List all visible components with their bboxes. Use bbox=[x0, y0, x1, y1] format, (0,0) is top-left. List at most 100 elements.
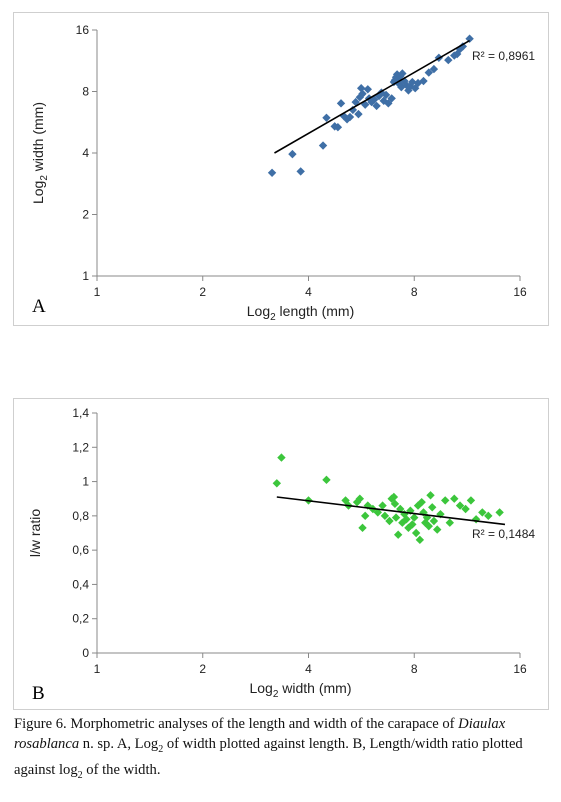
data-point bbox=[318, 141, 328, 150]
data-point bbox=[387, 94, 396, 103]
data-point bbox=[471, 515, 481, 524]
figure-caption: Figure 6. Morphometric analyses of the l… bbox=[14, 716, 523, 781]
y-axis-label-suffix: width (mm) bbox=[30, 102, 46, 175]
data-point bbox=[419, 76, 428, 86]
y-tick-label: 1 bbox=[82, 475, 89, 489]
data-point bbox=[385, 516, 394, 526]
data-point bbox=[465, 34, 474, 43]
data-point bbox=[452, 49, 462, 59]
y-tick-label: 4 bbox=[82, 146, 89, 160]
y-tick-label: 8 bbox=[82, 85, 89, 99]
data-point bbox=[433, 525, 442, 534]
x-tick-label: 16 bbox=[513, 662, 527, 676]
x-axis-label-prefix: Log bbox=[247, 303, 270, 319]
data-point bbox=[444, 55, 453, 65]
trendline bbox=[276, 496, 506, 526]
data-point bbox=[415, 535, 425, 545]
data-point bbox=[354, 109, 363, 119]
data-point bbox=[390, 499, 400, 509]
data-point bbox=[406, 506, 415, 515]
data-point bbox=[345, 112, 355, 122]
y-axis-label-sub: 2 bbox=[39, 175, 50, 181]
x-tick-label: 4 bbox=[305, 285, 312, 299]
x-tick-label: 16 bbox=[513, 285, 527, 299]
chart-panel-b: 0 0,2 0,4 0,6 0,8 1 1,2 1,4 1 2 4 8 16 R² = 0,1484 Log… bbox=[13, 398, 549, 710]
y-tick-label: 16 bbox=[76, 23, 90, 37]
data-point bbox=[429, 516, 439, 526]
y-tick-label: 0,8 bbox=[72, 509, 89, 523]
data-point bbox=[417, 497, 426, 507]
y-tick-label: 0,4 bbox=[72, 577, 89, 591]
chart-panel-a: 1 2 4 8 16 1 2 4 8 16 R² = 0,8961 Log2 length (mm) L… bbox=[13, 12, 549, 326]
data-point bbox=[429, 64, 439, 74]
data-point bbox=[358, 523, 367, 533]
panel-letter: A bbox=[32, 296, 46, 317]
data-point bbox=[398, 69, 407, 78]
x-tick-label: 8 bbox=[411, 662, 418, 676]
data-point bbox=[372, 101, 381, 111]
x-axis-label: Log2 length (mm) bbox=[247, 303, 355, 323]
data-point bbox=[288, 149, 297, 159]
data-point bbox=[296, 167, 305, 176]
data-point bbox=[378, 501, 387, 510]
x-axis-label-suffix: length (mm) bbox=[276, 303, 355, 319]
y-axis-label-prefix: Log bbox=[30, 181, 46, 204]
y-tick-label: 0,2 bbox=[72, 612, 89, 626]
data-point bbox=[393, 530, 403, 539]
data-point bbox=[272, 479, 282, 488]
data-point bbox=[397, 82, 406, 92]
data-point bbox=[355, 494, 365, 503]
data-point bbox=[336, 99, 346, 108]
x-axis-label-suffix: width (mm) bbox=[278, 680, 351, 696]
data-point bbox=[277, 453, 286, 462]
data-point bbox=[408, 77, 417, 87]
x-axis-label: Log2 width (mm) bbox=[249, 680, 351, 700]
data-point bbox=[396, 504, 405, 514]
data-point bbox=[445, 518, 455, 527]
r-squared-label: R² = 0,1484 bbox=[472, 527, 535, 541]
y-tick-label: 0,6 bbox=[72, 543, 89, 557]
x-axis-label-prefix: Log bbox=[249, 680, 272, 696]
x-tick-label: 8 bbox=[411, 285, 418, 299]
data-point bbox=[358, 89, 367, 98]
data-point bbox=[322, 475, 331, 485]
x-tick-label: 2 bbox=[199, 662, 206, 676]
data-point bbox=[424, 68, 433, 77]
data-point bbox=[267, 168, 277, 177]
data-point bbox=[461, 504, 470, 514]
y-axis-label: l/w ratio bbox=[27, 509, 43, 557]
x-axis-label-sub: 2 bbox=[273, 689, 279, 700]
data-point bbox=[333, 122, 343, 132]
x-tick-label: 1 bbox=[94, 662, 101, 676]
data-point bbox=[466, 496, 476, 505]
data-point bbox=[410, 513, 419, 522]
y-tick-label: 1,2 bbox=[72, 440, 89, 454]
data-point bbox=[360, 511, 370, 521]
chart-b-svg: 0 0,2 0,4 0,6 0,8 1 1,2 1,4 1 2 4 8 16 R² = 0,1484 Log… bbox=[27, 406, 535, 704]
x-axis-label-sub: 2 bbox=[270, 312, 276, 323]
y-tick-label: 1 bbox=[82, 269, 89, 283]
data-point bbox=[426, 491, 435, 500]
y-tick-label: 0 bbox=[82, 646, 89, 660]
data-point bbox=[455, 501, 465, 510]
x-tick-label: 2 bbox=[199, 285, 206, 299]
data-point bbox=[348, 105, 358, 115]
r-squared-label: R² = 0,8961 bbox=[472, 49, 535, 63]
y-axis-label: Log2 width (mm) bbox=[30, 102, 50, 204]
trendline bbox=[274, 39, 471, 154]
data-point bbox=[450, 494, 459, 503]
x-tick-label: 4 bbox=[305, 662, 312, 676]
y-tick-label: 1,4 bbox=[72, 406, 89, 420]
data-point bbox=[322, 113, 331, 122]
data-point bbox=[495, 508, 504, 517]
panel-letter: B bbox=[32, 683, 45, 704]
data-point bbox=[351, 97, 360, 107]
data-point bbox=[342, 115, 352, 124]
data-point bbox=[428, 503, 437, 512]
data-point bbox=[363, 85, 372, 94]
data-point bbox=[441, 496, 450, 505]
data-point bbox=[381, 90, 391, 100]
x-tick-label: 1 bbox=[94, 285, 101, 299]
data-point bbox=[411, 528, 421, 538]
